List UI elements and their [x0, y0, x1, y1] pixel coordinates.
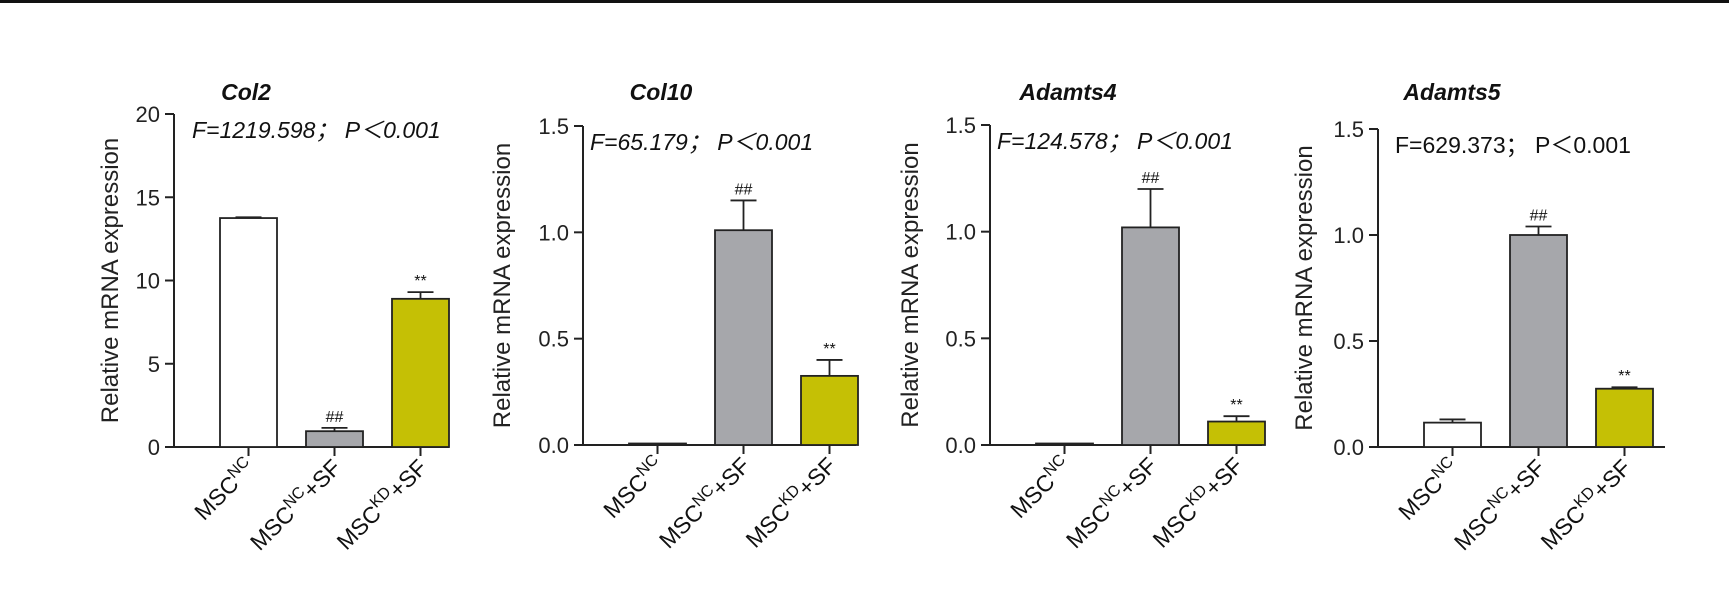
bar-3: [1595, 387, 1654, 448]
y-tick-label: 0.0: [538, 433, 569, 458]
y-tick-label: 0.5: [1333, 329, 1364, 354]
significance-label: **: [1230, 397, 1242, 414]
bar-1: [1423, 421, 1482, 448]
x-category-label: MSCKD+SF: [1147, 451, 1248, 552]
y-tick-label: 0.5: [538, 327, 569, 352]
y-tick-label: 1.0: [945, 220, 976, 245]
x-category-label: MSCNC+SF: [653, 451, 755, 553]
chart-title: Adamts5: [1402, 79, 1501, 105]
chart-title: Col2: [221, 79, 271, 105]
x-category-label: MSCNC: [188, 453, 260, 525]
y-tick-label: 1.0: [538, 220, 569, 245]
x-category-label: MSCNC: [597, 451, 669, 523]
y-tick-label: 15: [136, 185, 160, 210]
significance-label: **: [1618, 368, 1630, 385]
bar-1: [219, 217, 278, 448]
x-category-label: MSCKD+SF: [1535, 453, 1636, 554]
y-axis-label: Relative mRNA expression: [489, 143, 516, 428]
y-axis-label: Relative mRNA expression: [897, 142, 924, 427]
bar-1: [1035, 442, 1094, 446]
y-tick-label: 0.5: [945, 326, 976, 351]
chart-panel-1: Col2 Relative mRNA expression 0 5 10 15 20 F=12…: [97, 79, 450, 555]
x-category-label: MSCNC: [1004, 451, 1076, 523]
x-category-label: MSCNC: [1392, 453, 1464, 525]
bar-1: [628, 442, 687, 446]
bar-3: [391, 297, 450, 448]
y-axis-label: Relative mRNA expression: [97, 138, 124, 423]
y-tick-label: 0.0: [945, 433, 976, 458]
stat-annotation: F=65.179； P＜0.001: [590, 129, 813, 155]
bar-2: [305, 430, 364, 448]
y-tick-label: 0.0: [1333, 435, 1364, 460]
y-tick-label: 0: [148, 435, 160, 460]
bar-2: [714, 229, 773, 446]
x-category-label: MSCNC+SF: [1448, 453, 1550, 555]
significance-label: ##: [1530, 208, 1548, 225]
significance-label: ##: [1142, 170, 1160, 187]
significance-label: **: [823, 341, 835, 358]
bar-3: [800, 374, 859, 446]
chart-title: Col10: [630, 79, 693, 105]
chart-panel-2: Col10 Relative mRNA expression 0.0 0.5 1.0 1.…: [489, 79, 859, 553]
significance-label: **: [414, 273, 426, 290]
y-tick-label: 5: [148, 352, 160, 377]
stat-annotation: F=124.578； P＜0.001: [997, 128, 1233, 154]
y-tick-label: 1.0: [1333, 223, 1364, 248]
stat-annotation: F=629.373； P＜0.001: [1395, 132, 1631, 158]
chart-panel-4: Adamts5 Relative mRNA expression 0.0 0.5 1.0…: [1291, 79, 1665, 555]
y-tick-label: 10: [136, 269, 160, 294]
bar-3: [1207, 420, 1266, 446]
top-border: [0, 0, 1729, 3]
significance-label: ##: [735, 181, 753, 198]
x-category-label: MSCNC+SF: [244, 453, 346, 555]
bar-2: [1509, 234, 1568, 448]
chart-panel-3: Adamts4 Relative mRNA expression 0.0 0.5 1.0…: [897, 79, 1266, 553]
y-tick-label: 1.5: [1333, 117, 1364, 142]
y-tick-label: 1.5: [538, 114, 569, 139]
x-category-label: MSCKD+SF: [331, 453, 432, 554]
x-category-label: MSCKD+SF: [740, 451, 841, 552]
y-axis-label: Relative mRNA expression: [1291, 145, 1318, 430]
y-tick-label: 1.5: [945, 113, 976, 138]
bar-2: [1121, 226, 1180, 446]
chart-title: Adamts4: [1018, 79, 1116, 105]
x-category-label: MSCNC+SF: [1060, 451, 1162, 553]
significance-label: ##: [326, 409, 344, 426]
stat-annotation: F=1219.598； P＜0.001: [192, 117, 441, 143]
y-tick-label: 20: [136, 102, 160, 127]
